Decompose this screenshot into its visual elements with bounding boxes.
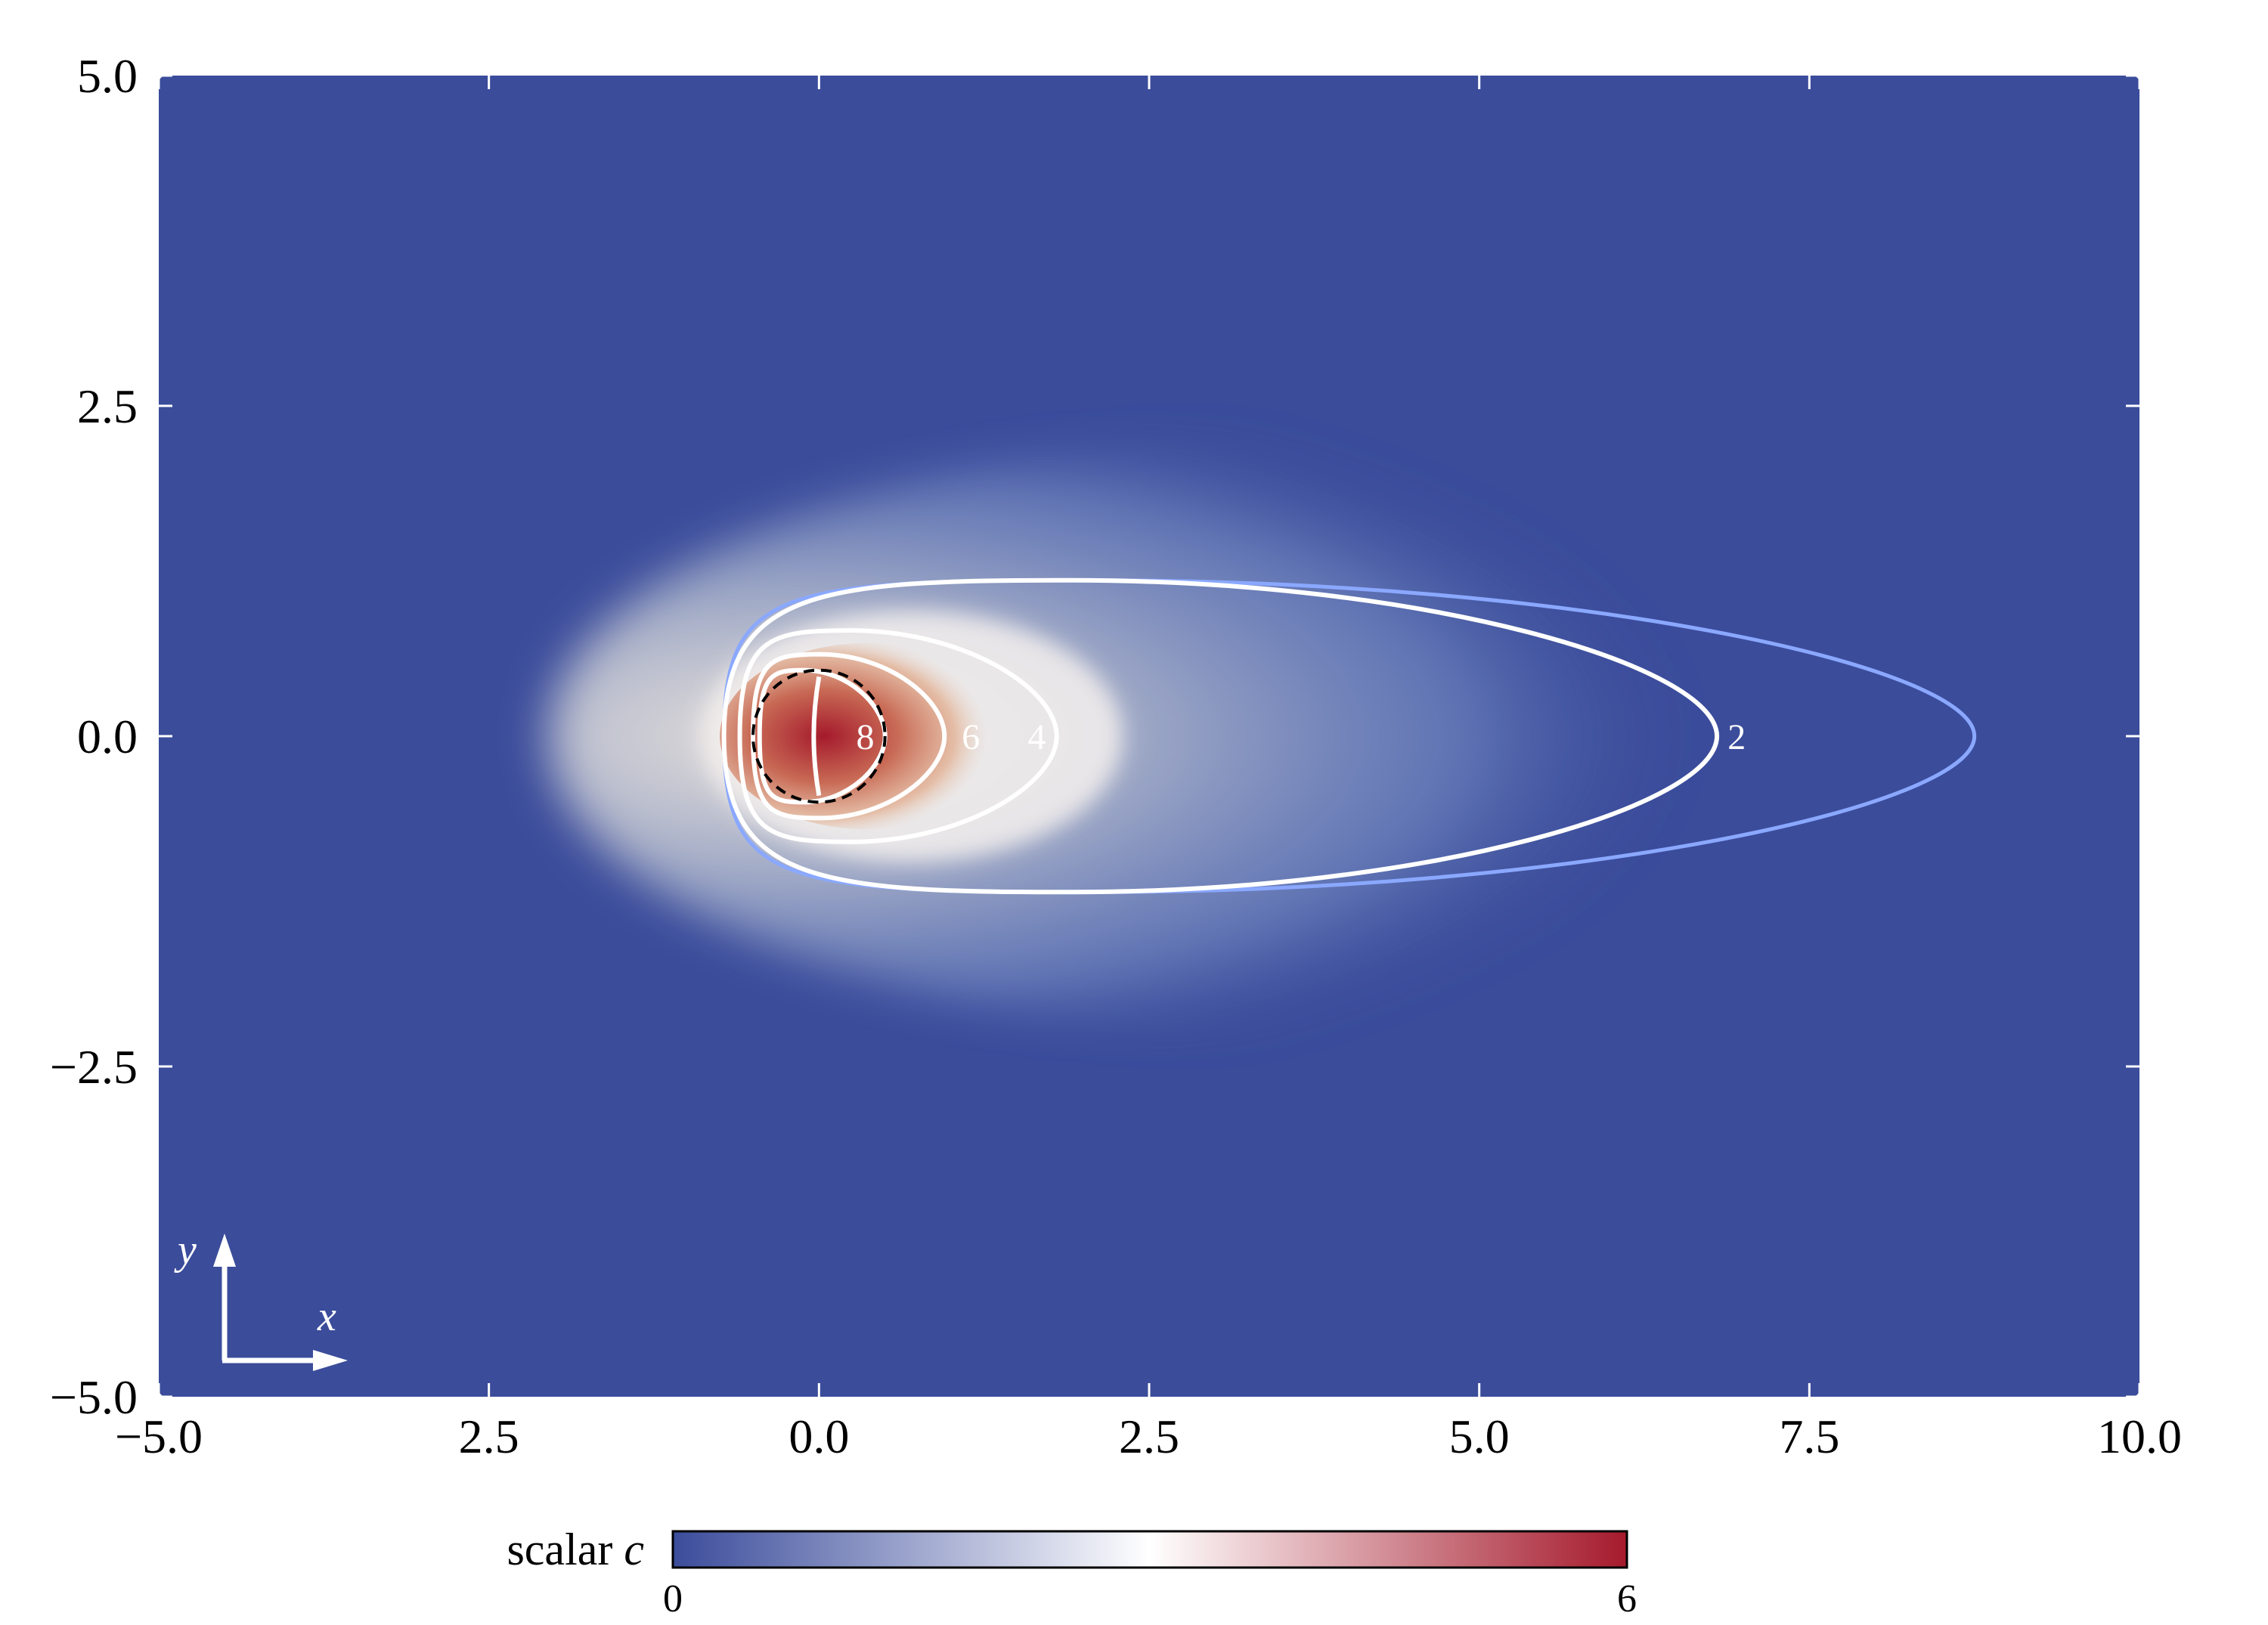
contour-label-6: 6	[962, 717, 980, 757]
colorbar-label: scalar c	[507, 1524, 644, 1574]
y-arrow-head	[213, 1233, 236, 1267]
colorbar-gradient	[671, 1530, 1628, 1569]
y-tick-label: 5.0	[77, 49, 138, 103]
contour-label-2: 2	[1727, 717, 1746, 757]
contour-line-2	[721, 577, 1720, 895]
y-tick-label: −2.5	[50, 1040, 138, 1094]
scalar-field-wake	[548, 440, 2071, 1032]
colorbar-label-symbol: c	[624, 1524, 644, 1574]
contour-label-4: 4	[1028, 717, 1046, 757]
contour-line-6	[750, 652, 947, 821]
x-tick-label: 2.5	[1119, 1410, 1179, 1463]
x-tick-label: 7.5	[1779, 1410, 1839, 1463]
y-axis-ticks: 5.0 2.5 0.0 −2.5 −5.0	[50, 49, 2139, 1424]
y-tick-label: −5.0	[50, 1370, 138, 1424]
colorbar-min-label: 0	[663, 1577, 683, 1620]
axis-direction-glyph: y x	[174, 1227, 348, 1371]
x-tick-label: −5.0	[115, 1410, 203, 1463]
plot-area: 8 6 4 2	[159, 76, 2139, 1397]
x-tick-label: 5.0	[1449, 1410, 1510, 1463]
y-tick-label: 0.0	[77, 710, 138, 763]
y-tick-label: 2.5	[77, 379, 138, 433]
x-tick-label: 0.0	[789, 1410, 849, 1463]
contour-line-4	[737, 628, 1059, 844]
axis-glyph-y-label: y	[174, 1227, 197, 1274]
obstacle-dashed-circle	[751, 668, 887, 804]
contour-label-8: 8	[856, 717, 874, 757]
colorbar-label-text: scalar	[507, 1524, 612, 1574]
colorbar: scalar c 0 6	[507, 1524, 1637, 1620]
colorbar-max-label: 6	[1617, 1577, 1637, 1620]
x-axis-ticks: −5.0 2.5 0.0 2.5 5.0 7.5 10.0	[115, 76, 2182, 1463]
x-arrow-head	[313, 1350, 348, 1371]
scalar-field-core	[720, 642, 1018, 830]
contour-line-8-chord	[811, 676, 822, 797]
x-tick-label: 2.5	[459, 1410, 519, 1463]
x-tick-label: 10.0	[2097, 1410, 2182, 1463]
contour-labels: 8 6 4 2	[856, 717, 1746, 757]
axis-glyph-x-label: x	[317, 1293, 336, 1340]
